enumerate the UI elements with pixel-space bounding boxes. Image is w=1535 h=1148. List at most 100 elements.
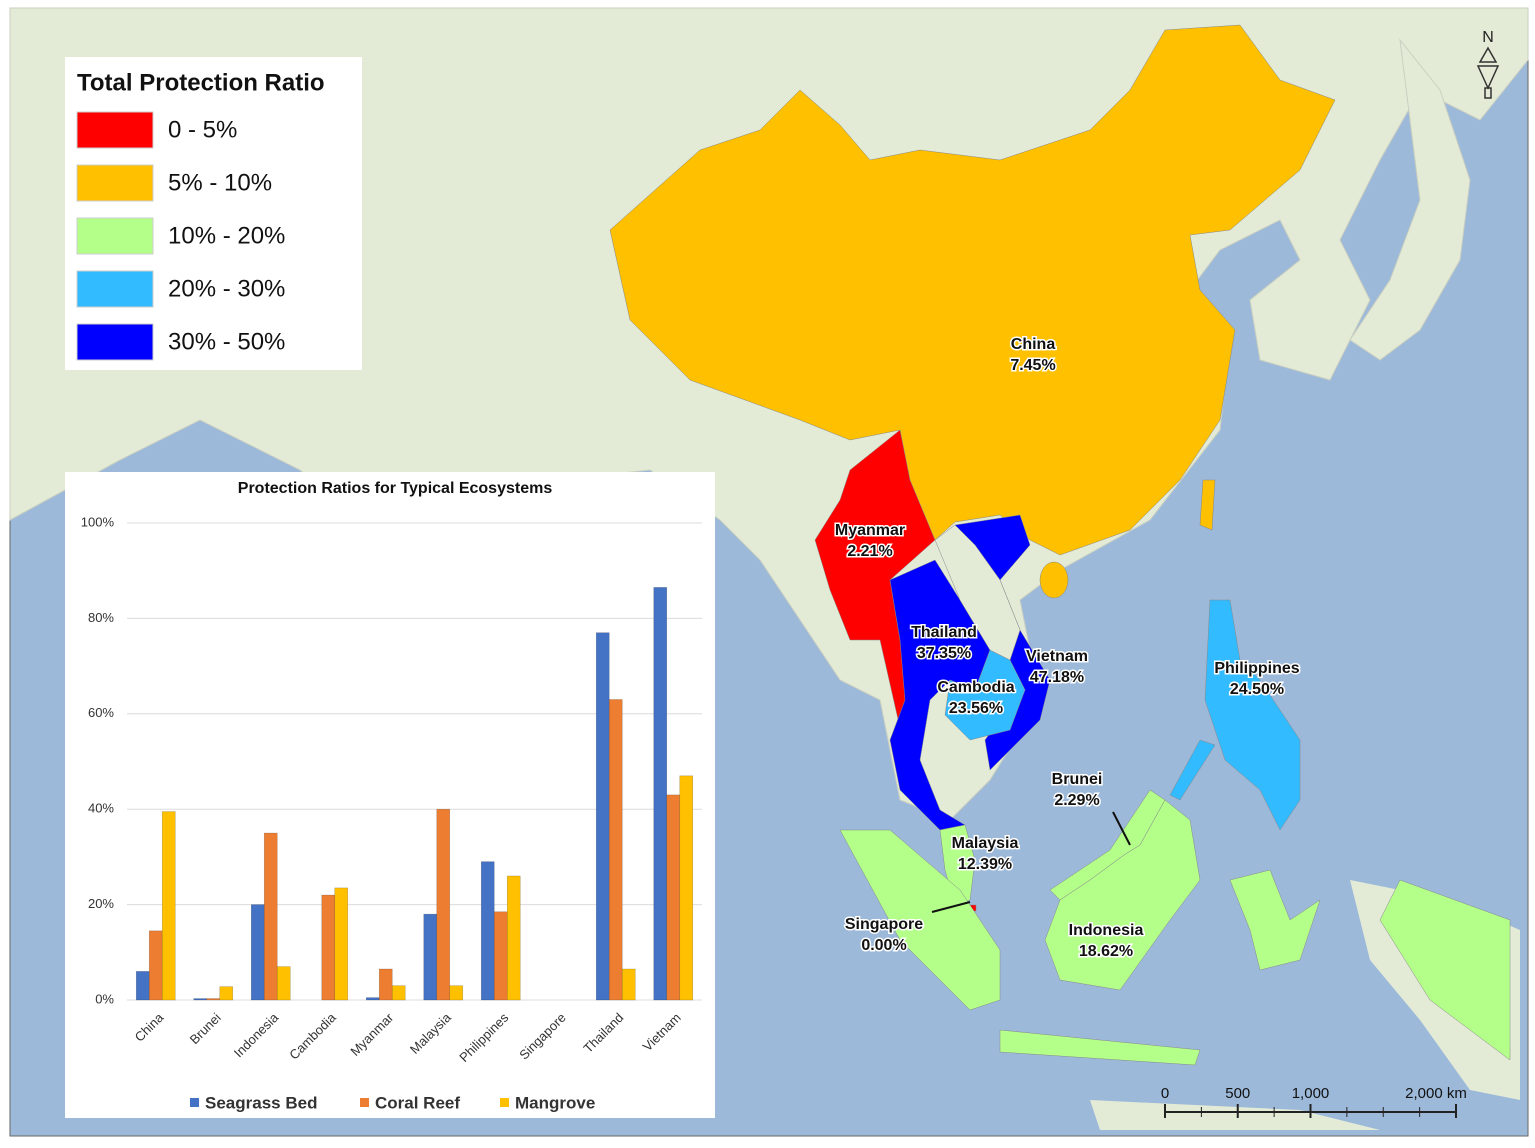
scale-label: 2,000 km (1405, 1085, 1467, 1102)
bar (219, 986, 234, 1001)
legend-swatch (360, 1098, 369, 1107)
region-name: Vietnam (1026, 648, 1088, 665)
scale-bar: 0 500 1,000 2,000 km (1161, 1085, 1467, 1118)
leader-line (931, 901, 971, 913)
y-tick-label: 40% (88, 801, 114, 816)
country-shape (939, 824, 976, 906)
bar (679, 775, 694, 1001)
region-value: 2.29% (1054, 792, 1099, 809)
region-value: 12.39% (958, 856, 1012, 873)
region-value: 24.50% (1230, 681, 1284, 698)
legend-label: 20% - 30% (168, 275, 285, 302)
region-name: Philippines (1214, 660, 1299, 677)
legend-label: Coral Reef (375, 1093, 460, 1112)
legend-label: Seagrass Bed (205, 1093, 317, 1112)
legend-label: 5% - 10% (168, 169, 272, 196)
scale-label: 0 (1161, 1085, 1169, 1102)
country-shape (1199, 479, 1216, 531)
bar (148, 930, 163, 1001)
region-value: 47.18% (1030, 669, 1084, 686)
bar (161, 811, 176, 1001)
bar (666, 794, 681, 1001)
y-tick-label: 100% (81, 514, 115, 529)
bar (206, 998, 221, 1001)
legend-swatch (500, 1098, 509, 1107)
north-arrow: N (1476, 29, 1500, 99)
bar (480, 861, 495, 1001)
scale-label: 500 (1225, 1085, 1250, 1102)
y-tick-label: 20% (88, 896, 114, 911)
bar (365, 997, 380, 1001)
bar (608, 699, 623, 1001)
north-label: N (1482, 29, 1494, 46)
country-shape (1039, 561, 1069, 599)
legend-swatch (76, 111, 154, 149)
bar (506, 875, 521, 1001)
regions (609, 24, 1511, 1066)
north-symbol (1476, 46, 1500, 99)
country-shape (999, 1029, 1201, 1066)
bar (135, 971, 150, 1001)
y-tick-label: 60% (88, 705, 114, 720)
region-value: 37.35% (917, 645, 971, 662)
country-shape (1169, 739, 1216, 801)
region-value: 2.21% (847, 543, 892, 560)
bar (423, 913, 438, 1001)
bar (595, 632, 610, 1001)
y-tick-label: 80% (88, 610, 114, 625)
region-name: Indonesia (1069, 922, 1144, 939)
region-name: Cambodia (937, 679, 1014, 696)
bar (449, 985, 464, 1001)
country-shape (839, 829, 1001, 1011)
legend-label: 0 - 5% (168, 116, 237, 143)
scale-label: 1,000 (1292, 1085, 1330, 1102)
bar (334, 887, 349, 1001)
legend-swatch (76, 217, 154, 255)
region-name: Malaysia (952, 835, 1019, 852)
region-value: 7.45% (1010, 357, 1055, 374)
bar (653, 587, 668, 1001)
laos-shape (934, 524, 1021, 661)
bar (493, 911, 508, 1001)
bar (621, 968, 636, 1001)
legend-swatch (76, 323, 154, 361)
region-value: 18.62% (1079, 943, 1133, 960)
region-name: China (1011, 336, 1056, 353)
legend-title: Total Protection Ratio (77, 69, 325, 96)
country-shape (1044, 799, 1201, 991)
country-shape (1379, 879, 1511, 1061)
y-tick-label: 0% (95, 991, 114, 1006)
bar (250, 904, 265, 1001)
region-name: Brunei (1052, 771, 1103, 788)
legend-label: 30% - 50% (168, 328, 285, 355)
bar (436, 808, 451, 1001)
region-name: Singapore (845, 916, 923, 933)
region-name: Myanmar (835, 522, 905, 539)
chart-title: Protection Ratios for Typical Ecosystems (238, 480, 553, 497)
legend-swatch (76, 270, 154, 308)
bar (391, 985, 406, 1001)
legend-label: 10% - 20% (168, 222, 285, 249)
region-name: Thailand (911, 624, 977, 641)
region-labels: China 7.45% Myanmar 2.21% Thailand 37.35% Viet… (833, 335, 1301, 962)
country-shape (1204, 599, 1301, 831)
country-shape (944, 649, 1026, 741)
bar (321, 894, 336, 1001)
country-shape (1229, 869, 1321, 971)
chart: Protection Ratios for Typical Ecosystems… (65, 472, 715, 1118)
region-value: 23.56% (949, 700, 1003, 717)
bar (276, 966, 291, 1001)
bar (193, 998, 208, 1001)
legend: Total Protection Ratio 0 - 5% 5% - 10% 10%… (65, 57, 362, 370)
region-value: 0.00% (861, 937, 906, 954)
legend-swatch (76, 164, 154, 202)
bar (378, 968, 393, 1001)
land-south (1090, 1100, 1380, 1130)
legend-items: 0 - 5% 5% - 10% 10% - 20% 20% - 30% 30% - 50… (76, 111, 285, 361)
bar (263, 832, 278, 1001)
legend-swatch (190, 1098, 199, 1107)
legend-box (65, 57, 362, 370)
legend-label: Mangrove (515, 1093, 595, 1112)
